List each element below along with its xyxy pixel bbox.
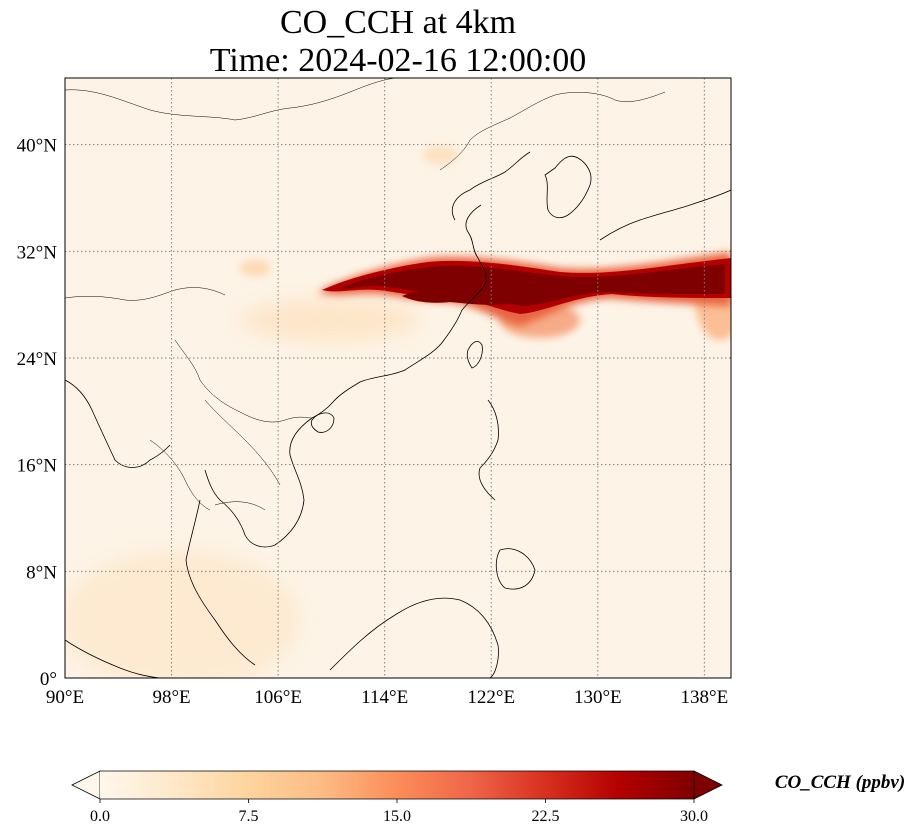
southeast-asia-border [174,339,313,423]
co-plume [318,252,731,326]
colorbar-tick-label: 0.0 [90,808,110,825]
latitude-tick-labels: 0° 8°N 16°N 24°N 32°N 40°N [17,136,58,690]
hainan-coastline [310,412,335,433]
colorbar-tick-label: 30.0 [680,808,708,825]
colorbar-bar [100,771,694,799]
gridlines [65,78,731,678]
myanmar-coastline [65,379,171,468]
colorbar-tick-label: 22.5 [532,808,560,825]
figure-title-line2: Time: 2024-02-16 12:00:00 [209,42,587,79]
low-concentration-patch [422,145,458,165]
longitude-tick-label: 90°E [46,687,84,708]
low-concentration-patch [65,550,300,678]
northern-border [65,78,396,121]
longitude-tick-label: 114°E [361,687,408,708]
plume-core [340,264,725,306]
longitude-tick-label: 138°E [681,687,729,708]
indochina-coastline [204,417,313,548]
luzon-coastline [478,399,499,501]
thailand-border [149,439,211,511]
laos-vietnam-border [204,399,281,486]
coastlines [65,151,731,678]
latitude-tick-label: 0° [40,669,57,690]
colorbar-extend-min [71,770,101,800]
map-frame [64,77,732,679]
colorbar-tick-label: 15.0 [383,808,411,825]
colorbar-tick-labels: 0.0 7.5 15.0 22.5 30.0 [90,799,708,825]
mindanao-coastline [495,548,536,590]
malay-peninsula-coastline [185,499,256,666]
low-concentration-patch [240,298,420,342]
latitude-tick-label: 24°N [17,349,58,370]
latitude-tick-label: 16°N [17,456,58,477]
figure-title-line1: CO_CCH at 4km [279,4,517,41]
longitude-tick-label: 106°E [254,687,302,708]
taiwan-coastline [466,341,483,369]
longitude-tick-label: 130°E [574,687,622,708]
longitude-tick-label: 98°E [152,687,190,708]
colorbar-label: CO_CCH (ppbv) [775,772,905,793]
map-panel [65,78,731,678]
himalaya-border [65,287,226,301]
latitude-tick-label: 40°N [17,136,58,157]
colorbar: 0.0 7.5 15.0 22.5 30.0 CO_CCH (ppbv) [71,770,905,825]
latitude-tick-label: 8°N [26,562,57,583]
borneo-coastline [329,597,499,678]
low-concentration-patch [239,260,271,276]
mongolia-border [439,91,666,171]
latitude-tick-label: 32°N [17,242,58,263]
cambodia-border [214,501,266,511]
country-borders [65,78,666,511]
colorbar-extend-max [693,770,723,800]
longitude-tick-labels: 90°E 98°E 106°E 114°E 122°E 130°E 138°E [46,687,728,708]
colorbar-tick-label: 7.5 [239,808,259,825]
china-coastline [311,204,487,419]
japan-coastline [599,189,731,241]
concentration-field [65,145,731,678]
bohai-coastline [451,151,531,221]
plume-lobe [402,290,510,305]
sumatra-coastline [65,639,161,678]
longitude-tick-label: 122°E [467,687,515,708]
korea-coastline [544,155,592,219]
